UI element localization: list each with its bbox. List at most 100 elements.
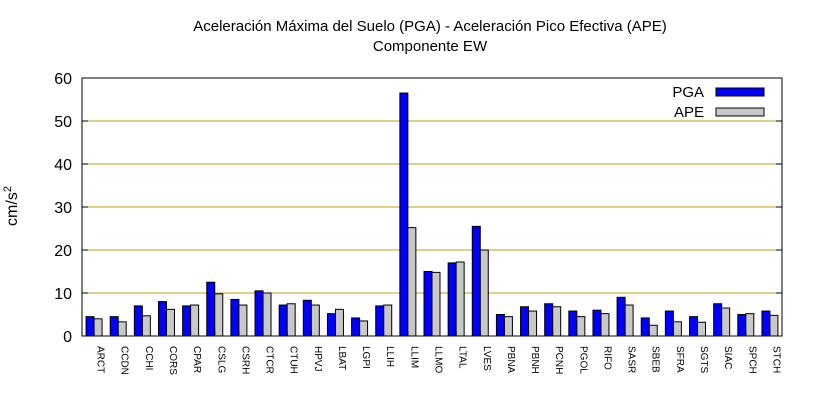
x-tick-label: CTCR (264, 346, 275, 374)
bar-ape-lgpi (359, 320, 369, 337)
bar-ape-pcnh (552, 306, 562, 337)
bar-ape-hpvj (310, 304, 320, 337)
y-tick-label: 30 (54, 200, 72, 217)
bar-pga-siac (713, 303, 723, 337)
bar-pga-rifo (592, 309, 602, 337)
bar-pga-sfra (664, 310, 674, 337)
bar-ape-cpar (190, 304, 200, 337)
x-tick-label: CCHI (143, 346, 154, 370)
x-tick-label: LBAT (336, 346, 347, 370)
y-tick-label: 20 (54, 243, 72, 260)
bar-pga-stch (761, 310, 771, 337)
chart-subtitle: Componente EW (373, 38, 488, 55)
bar-pga-llmo (423, 271, 433, 337)
chart-title: Aceleración Máxima del Suelo (PGA) - Ace… (193, 18, 667, 35)
bar-pga-lbat (326, 313, 336, 337)
x-ticks: ARCT CCDN CCHI CORS CPAR CSLG CSRH CTCR CTUH HPVJ… (93, 331, 781, 375)
bar-pga-ltal (447, 262, 457, 337)
x-tick-label: CORS (167, 346, 178, 375)
x-tick-label: SASR (626, 346, 637, 373)
y-axis-label-unit: cm/s (4, 192, 21, 226)
x-tick-label: PBNA (505, 346, 516, 374)
x-tick-label: HPVJ (312, 346, 323, 372)
x-tick-label: SFRA (674, 346, 685, 373)
bar-pga-csrh (230, 298, 240, 337)
x-tick-label: PBNH (529, 346, 540, 374)
bar-pga-pbnh (520, 306, 530, 337)
x-tick-label: LTAL (457, 346, 468, 369)
x-tick-label: CSLG (215, 346, 226, 373)
x-tick-label: ARCT (95, 346, 106, 373)
bar-ape-sbeb (648, 324, 658, 337)
bar-pga-sbeb (640, 317, 650, 337)
bar-pga-sasr (616, 296, 626, 337)
bar-ape-ccdn (117, 321, 127, 337)
x-tick-label: STCH (770, 346, 781, 373)
bar-pga-ctcr (254, 290, 264, 337)
x-tick-label: LGPI (360, 346, 371, 369)
bar-pga-cors (157, 301, 167, 337)
grid-lines (82, 120, 782, 294)
bar-ape-pbna (503, 316, 513, 337)
bar-ape-ctuh (286, 303, 296, 337)
bar-pga-pcnh (544, 303, 554, 337)
bar-ape-sasr (624, 304, 634, 337)
bar-ape-lves (479, 249, 489, 337)
bar-ape-spch (745, 313, 755, 337)
bar-pga-llih (375, 305, 385, 337)
y-tick-label: 40 (54, 157, 72, 174)
bar-ape-pgol (576, 316, 586, 337)
bar-ape-sgts (697, 321, 707, 337)
bar-ape-pbnh (528, 310, 538, 337)
bar-pga-pgol (568, 310, 578, 337)
bar-ape-ltal (455, 261, 465, 337)
x-tick-label: LVES (481, 346, 492, 371)
y-axis-label: cm/s2 (2, 186, 21, 226)
legend-label: APE (674, 104, 704, 121)
legend-label: PGA (672, 84, 704, 101)
bar-pga-arct (85, 316, 95, 337)
bar-ape-cchi (141, 315, 151, 337)
y-tick-label: 0 (63, 329, 72, 346)
x-tick-label: LLIH (384, 346, 395, 367)
bar-pga-cslg (206, 281, 216, 337)
legend-swatch (715, 87, 765, 97)
bars (85, 92, 779, 337)
x-tick-label: SPCH (746, 346, 757, 374)
y-tick-label: 10 (54, 286, 72, 303)
bar-ape-cors (165, 308, 175, 337)
bar-ape-ctcr (262, 292, 272, 337)
y-tick-label: 60 (54, 71, 72, 88)
bar-pga-ccdn (109, 316, 119, 337)
legend: PGA APE (672, 84, 765, 121)
x-tick-label: CSRH (239, 346, 250, 374)
x-tick-label: PGOL (577, 346, 588, 374)
y-ticks: 0 10 20 30 40 50 60 (54, 71, 782, 346)
bar-pga-cpar (182, 305, 192, 337)
bar-ape-rifo (600, 313, 610, 337)
x-tick-label: LLMO (433, 346, 444, 373)
bar-pga-cchi (133, 305, 143, 337)
y-axis-label-superscript: 2 (2, 186, 14, 192)
x-tick-label: LLIM (408, 346, 419, 368)
bar-ape-lbat (334, 308, 344, 337)
bar-ape-stch (769, 314, 779, 337)
bar-pga-sgts (689, 316, 699, 337)
bar-pga-lves (471, 225, 481, 337)
y-tick-label: 50 (54, 114, 72, 131)
bar-ape-llmo (431, 271, 441, 337)
x-tick-label: CPAR (191, 346, 202, 373)
bar-ape-llim (407, 227, 417, 337)
bar-ape-arct (93, 318, 103, 337)
bar-ape-cslg (214, 293, 224, 337)
legend-swatch (715, 107, 765, 117)
bar-ape-siac (721, 307, 731, 337)
bar-pga-lgpi (351, 317, 361, 337)
x-tick-label: PCNH (553, 346, 564, 374)
bar-ape-llih (383, 304, 393, 337)
bar-pga-ctuh (278, 304, 288, 337)
x-tick-label: SBEB (650, 346, 661, 373)
bar-pga-llim (399, 92, 409, 337)
